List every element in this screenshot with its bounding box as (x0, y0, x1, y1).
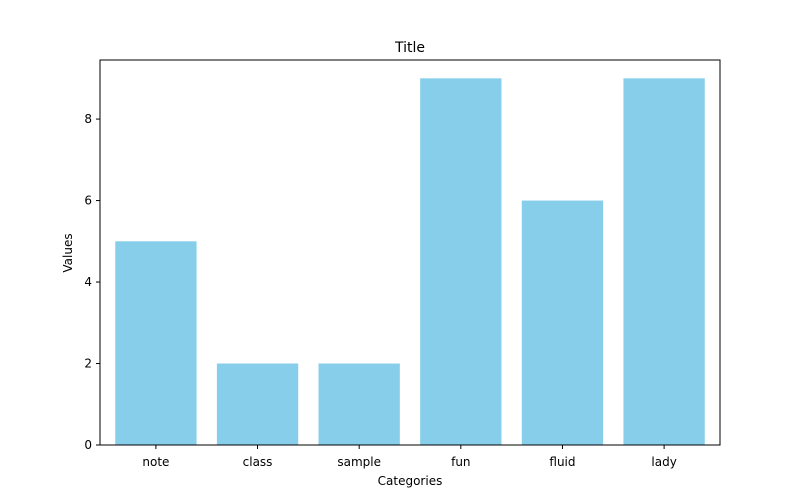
bars-layer (115, 78, 705, 445)
y-tick-label: 4 (84, 275, 92, 289)
y-tick-label: 6 (84, 194, 92, 208)
bar-lady (623, 78, 705, 445)
x-tick-label: note (142, 455, 169, 469)
x-tick-label: fun (451, 455, 470, 469)
x-tick-label: fluid (549, 455, 575, 469)
bar-fluid (521, 200, 604, 445)
x-tick-label: sample (337, 455, 381, 469)
y-tick-label: 8 (84, 112, 92, 126)
x-axis-ticks: note class sample fun fluid lady (142, 445, 677, 469)
y-tick-label: 2 (84, 357, 92, 371)
chart-title: Title (394, 40, 425, 56)
x-tick-label: class (243, 455, 273, 469)
bar-class (216, 363, 299, 445)
bar-sample (318, 363, 400, 445)
x-tick-label: lady (651, 455, 676, 469)
y-axis-label: Values (61, 233, 75, 272)
x-axis-label: Categories (378, 474, 443, 488)
bar-note (115, 241, 197, 445)
plot-frame (99, 59, 721, 446)
bar-fun (420, 78, 502, 445)
y-axis-ticks: 0 2 4 6 8 (84, 112, 100, 452)
y-tick-label: 0 (84, 438, 92, 452)
